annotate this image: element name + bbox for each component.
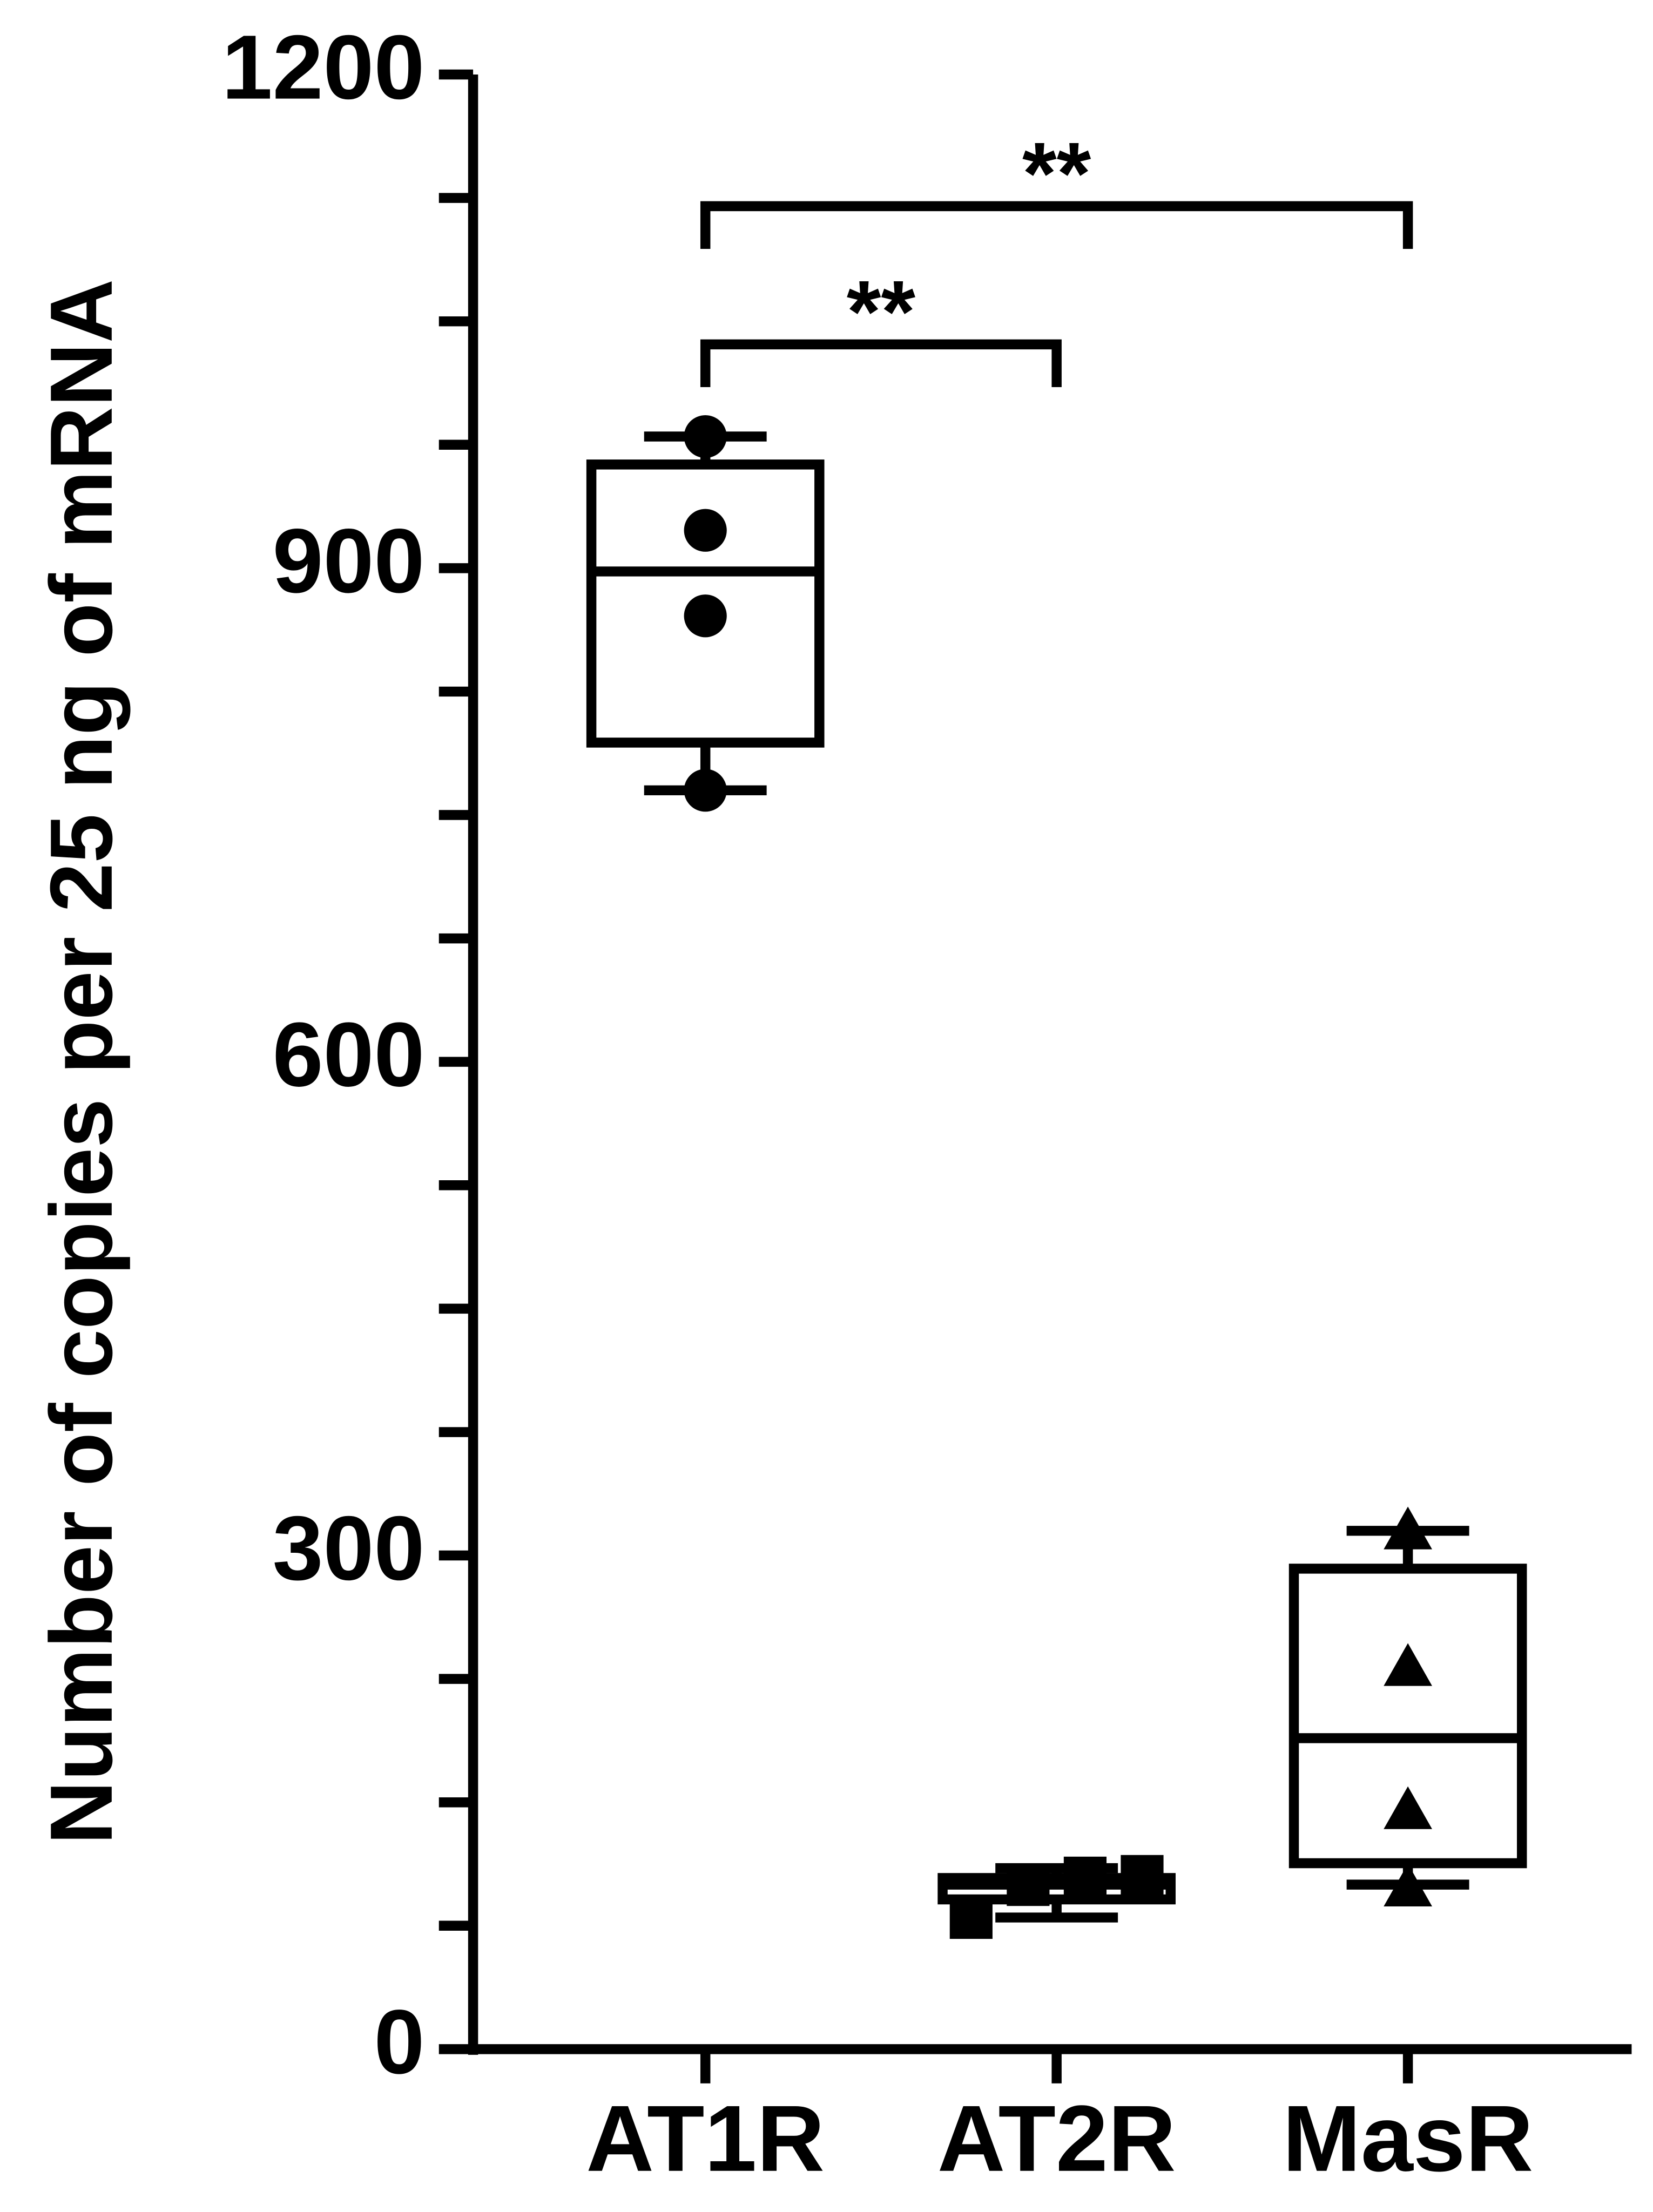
x-tick-label: AT1R xyxy=(586,2086,825,2191)
data-point xyxy=(684,769,727,812)
data-point xyxy=(949,1896,993,1939)
data-point xyxy=(684,415,727,458)
data-point xyxy=(1384,1643,1432,1686)
significance-label: ** xyxy=(847,262,916,361)
significance-label: ** xyxy=(1022,124,1091,223)
y-axis-label: Number of copies per 25 ng of mRNA xyxy=(32,279,131,1845)
data-point xyxy=(684,594,727,638)
y-tick-label: 300 xyxy=(273,1497,425,1599)
significance-bracket xyxy=(700,201,1413,249)
data-point xyxy=(1384,1786,1432,1829)
x-tick-label: AT2R xyxy=(937,2086,1176,2191)
data-point xyxy=(1121,1855,1164,1898)
data-point xyxy=(684,509,727,552)
box xyxy=(1288,1564,1527,1869)
data-point xyxy=(1063,1856,1107,1899)
data-point xyxy=(1384,1506,1432,1550)
significance-bracket xyxy=(700,339,1062,388)
x-tick-label: MasR xyxy=(1283,2086,1534,2191)
y-tick-label: 0 xyxy=(374,1991,424,2093)
box xyxy=(586,459,825,748)
y-tick-label: 1200 xyxy=(222,16,425,118)
data-point xyxy=(1007,1863,1050,1906)
data-point xyxy=(1384,1863,1432,1907)
y-tick-label: 900 xyxy=(273,510,425,612)
y-tick-label: 600 xyxy=(273,1003,425,1105)
